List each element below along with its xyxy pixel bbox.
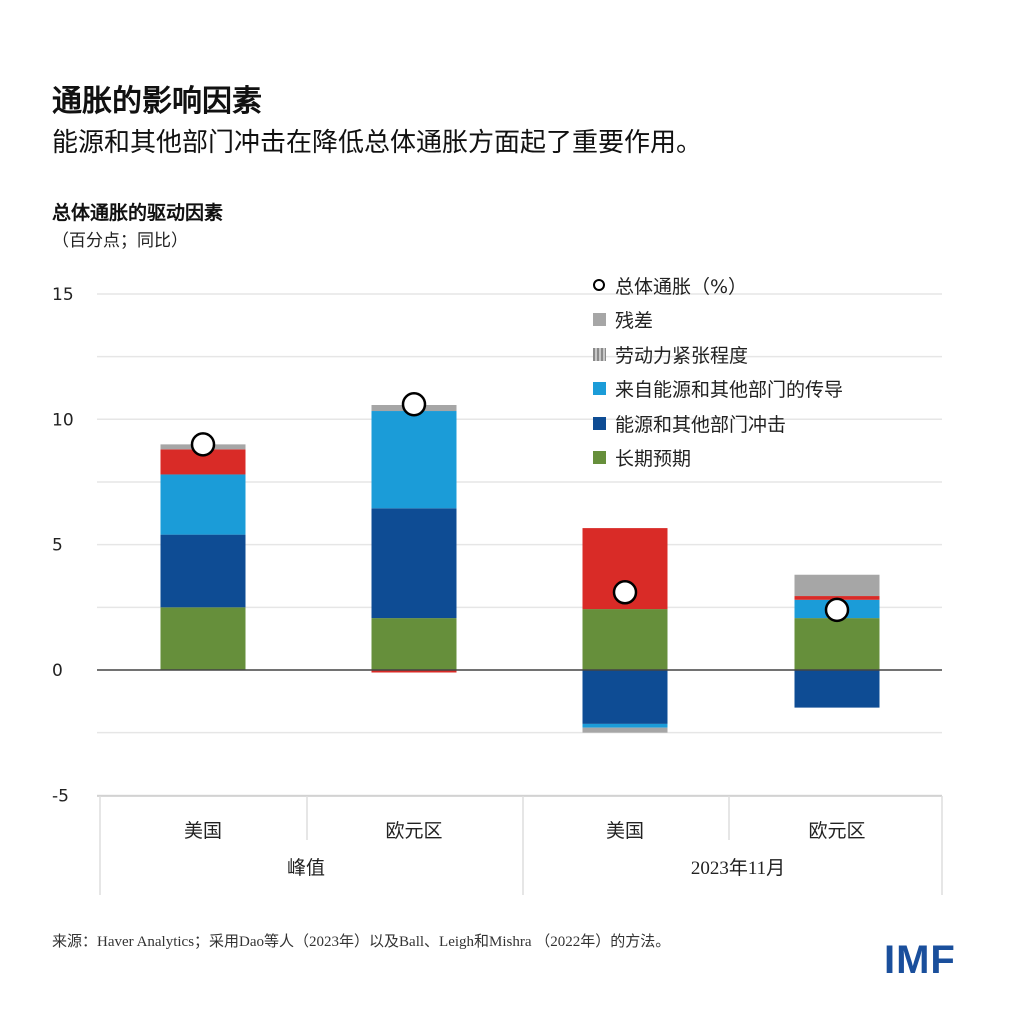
legend-item: 残差 (593, 303, 843, 338)
legend-swatch (593, 347, 606, 361)
headline-point (612, 580, 638, 605)
legend-label: 残差 (615, 310, 654, 333)
bar-segment (371, 508, 457, 619)
imf-logo: IMF (884, 938, 956, 982)
y-tick-label: -5 (52, 786, 69, 806)
legend-swatch (593, 416, 606, 430)
page-title: 通胀的影响因素 (52, 84, 262, 119)
x-category-label: 欧元区 (808, 820, 865, 842)
headline-point (190, 432, 216, 457)
x-category-label: 欧元区 (385, 820, 442, 842)
y-tick-label: 10 (52, 410, 74, 430)
bar-segment (160, 607, 246, 670)
source-note: 来源：Haver Analytics；采用Dao等人（2023年）以及Ball、… (52, 934, 671, 950)
x-category-label: 美国 (184, 820, 222, 842)
headline-point (824, 597, 850, 623)
bar-segment (371, 670, 457, 673)
chart-title: 总体通胀的驱动因素 (52, 202, 224, 224)
legend: 总体通胀（%） 残差劳动力紧张程度来自能源和其他部门的传导 能源和其他部门冲击 长期预… (593, 268, 843, 475)
legend-label: 能源和其他部门冲击 (615, 413, 787, 436)
page-subtitle: 能源和其他部门冲击在降低总体通胀方面起了重要作用。 (52, 128, 703, 158)
legend-label: 长期预期 (615, 448, 692, 471)
legend-swatch (593, 313, 606, 327)
bar-segment (582, 670, 668, 724)
legend-circle-swatch (593, 279, 605, 292)
legend-label: 劳动力紧张程度 (615, 344, 749, 367)
bar-segment (582, 609, 668, 670)
bar-segment (160, 534, 246, 608)
legend-item: 能源和其他部门冲击 (593, 406, 843, 441)
headline-point (401, 392, 427, 417)
legend-item: 来自能源和其他部门的传导 (593, 372, 843, 407)
bar-segment (160, 474, 246, 535)
x-category-label: 美国 (606, 820, 644, 842)
bar-segment (794, 618, 880, 670)
bar-segment (371, 618, 457, 670)
x-group-label: 峰值 (287, 857, 325, 879)
y-tick-label: 15 (52, 285, 74, 305)
y-tick-label: 0 (52, 661, 63, 681)
bar-segment (582, 723, 668, 728)
x-group-label: 2023年11月 (691, 857, 785, 879)
bar-segment (371, 411, 457, 509)
bar-segment (794, 670, 880, 708)
y-axis-label: （百分点；同比） (52, 231, 188, 251)
legend-label: 总体通胀（%） (615, 275, 748, 298)
legend-swatch (593, 382, 606, 396)
bar-segment (582, 727, 668, 733)
legend-swatch (593, 451, 606, 465)
legend-label: 来自能源和其他部门的传导 (615, 379, 844, 402)
y-tick-label: 5 (52, 536, 63, 556)
legend-item: 总体通胀（%） (593, 268, 843, 303)
legend-item: 长期预期 (593, 441, 843, 476)
legend-item: 劳动力紧张程度 (593, 337, 843, 372)
bar-segment (794, 574, 880, 597)
